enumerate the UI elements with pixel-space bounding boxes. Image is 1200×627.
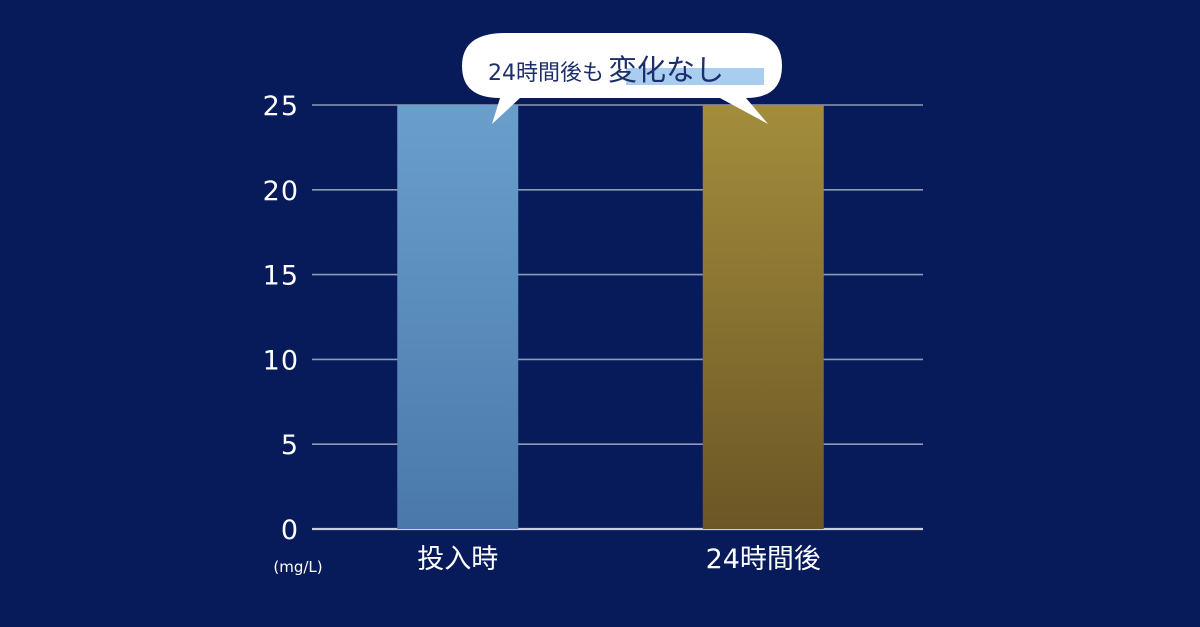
y-tick-label: 25 <box>263 91 299 122</box>
y-tick-label: 15 <box>263 261 299 292</box>
bar <box>397 105 519 529</box>
y-axis-tick-labels: 0 5 10 15 20 25 <box>263 91 299 546</box>
bar <box>702 105 824 529</box>
callout-bubble-shape <box>462 33 782 124</box>
callout-text: 24時間後も 変化なし <box>488 53 724 87</box>
bars <box>397 105 824 529</box>
y-tick-label: 20 <box>263 176 299 207</box>
callout-text-highlight: 変化なし <box>608 53 724 87</box>
x-category-label: 投入時 <box>417 544 498 575</box>
x-axis-category-labels: 投入時 24時間後 <box>417 544 821 575</box>
callout-text-normal: 24時間後も <box>488 61 604 86</box>
y-tick-label: 10 <box>263 345 299 376</box>
y-tick-label: 5 <box>281 430 299 461</box>
y-tick-label: 0 <box>281 515 299 546</box>
callout-highlight-marker <box>626 68 764 85</box>
x-category-label: 24時間後 <box>706 544 821 575</box>
y-axis-unit-label: (mg/L) <box>273 558 322 576</box>
callout-bubble: 24時間後も 変化なし <box>462 33 782 124</box>
